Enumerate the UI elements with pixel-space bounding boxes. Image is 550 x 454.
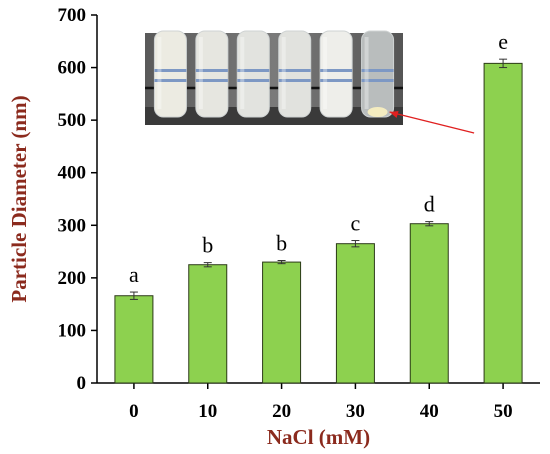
vial	[236, 30, 270, 118]
bar	[114, 295, 154, 384]
y-tick-label: 400	[58, 163, 87, 184]
vial	[153, 30, 187, 118]
bar	[188, 264, 228, 384]
vial-blue-band	[361, 69, 394, 72]
x-tick-label: 40	[420, 401, 439, 422]
significance-label: b	[276, 231, 287, 256]
y-tick-label: 0	[77, 373, 87, 394]
vial-blue-band	[154, 79, 187, 82]
vial-blue-band	[361, 79, 394, 82]
vial	[278, 30, 312, 118]
vial-blue-band	[278, 79, 311, 82]
y-tick-label: 500	[58, 110, 87, 131]
y-tick-label: 300	[58, 215, 87, 236]
x-tick-label: 10	[198, 401, 217, 422]
y-tick-label: 200	[58, 268, 87, 289]
vial-highlight	[157, 37, 162, 109]
x-axis-title: NaCl (mM)	[267, 425, 370, 449]
vial-blue-band	[237, 69, 270, 72]
vial-highlight	[240, 37, 245, 109]
vial-blue-band	[278, 69, 311, 72]
vial	[319, 30, 353, 118]
vial	[195, 30, 229, 118]
x-tick-label: 0	[129, 401, 139, 422]
significance-label: b	[202, 233, 213, 258]
y-tick-label: 100	[58, 320, 87, 341]
vial-highlight	[323, 37, 328, 109]
vial-highlight	[364, 37, 369, 109]
vial-blue-band	[320, 79, 353, 82]
inset-photo	[145, 30, 475, 134]
y-axis-title: Particle Diameter (nm)	[7, 95, 31, 302]
axis-titles: Particle Diameter (nm) NaCl (mM)	[7, 95, 370, 449]
significance-label: a	[129, 262, 139, 287]
annotation-arrow	[389, 111, 475, 134]
bars: a b b c d e	[114, 29, 523, 384]
vial-blue-band	[195, 69, 228, 72]
vial-highlight	[281, 37, 286, 109]
x-axis: 0 10 20 30 40 50	[97, 382, 540, 422]
bar	[409, 223, 449, 384]
bar	[262, 261, 302, 384]
vial-blue-band	[320, 69, 353, 72]
significance-label: d	[424, 192, 435, 217]
significance-label: c	[351, 211, 361, 236]
x-tick-label: 50	[494, 401, 513, 422]
bar	[483, 62, 523, 384]
annotation-arrowhead	[389, 111, 399, 118]
y-axis: 0 100 200 300 400 500 600 700	[58, 5, 98, 394]
x-tick-label: 30	[346, 401, 365, 422]
vial-blue-band	[195, 79, 228, 82]
vial-highlight	[198, 37, 203, 109]
significance-label: e	[498, 29, 508, 54]
y-tick-label: 600	[58, 58, 87, 79]
vial-blue-band	[154, 69, 187, 72]
y-tick-label: 700	[58, 5, 87, 26]
vial-sediment	[367, 107, 388, 117]
x-tick-label: 20	[272, 401, 291, 422]
vial-blue-band	[237, 79, 270, 82]
bar	[335, 243, 375, 384]
